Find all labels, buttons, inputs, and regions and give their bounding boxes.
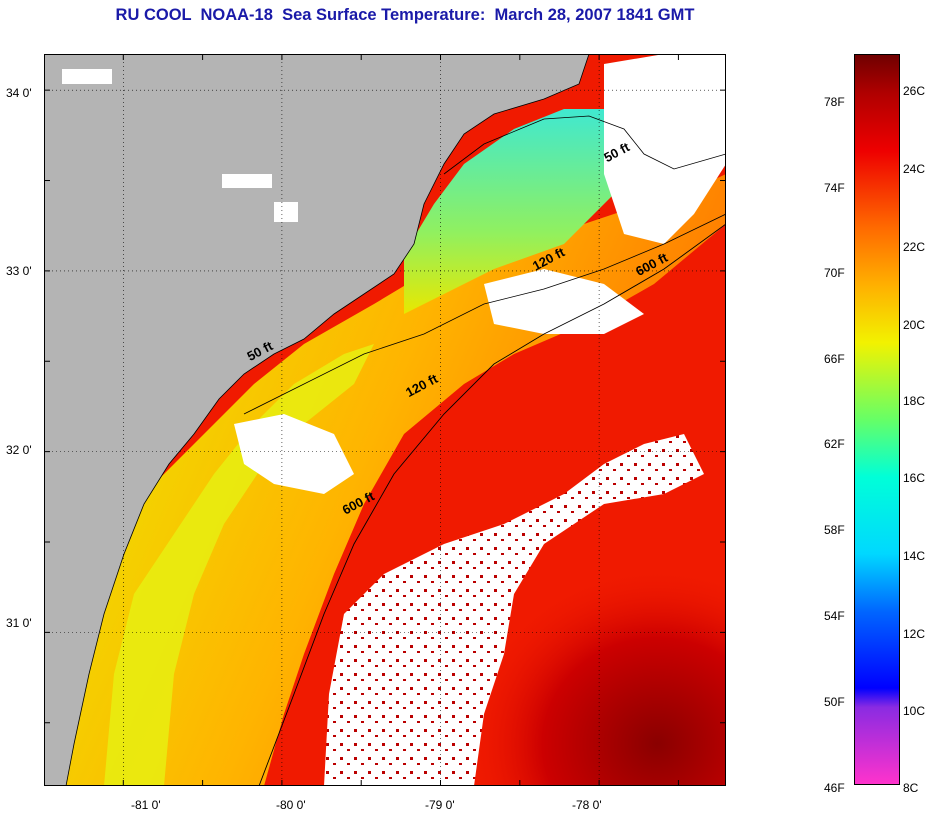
colorbar-c-label: 8C: [903, 781, 919, 795]
graticule: [44, 54, 726, 786]
cold-shelf-water: [404, 109, 619, 314]
colorbar-f-label: 78F: [824, 95, 845, 109]
colorbar-c-label: 12C: [903, 627, 926, 641]
colorbar-c-label: 10C: [903, 704, 926, 718]
cloud-mask-east: [604, 54, 726, 244]
cloud-patch-mid: [484, 269, 644, 334]
colorbar-f-label: 58F: [824, 523, 845, 537]
land-cloud-spot: [62, 69, 112, 84]
colorbar-c-label: 22C: [903, 240, 926, 254]
isobath-50ft: [443, 115, 726, 175]
colorbar-f-label: 70F: [824, 266, 845, 280]
lat-tick-label: 33 0': [6, 264, 32, 278]
nearshore-yellow: [104, 344, 374, 786]
lon-tick-label: -78 0': [572, 798, 602, 812]
colorbar-f-label: 62F: [824, 437, 845, 451]
lon-tick-label: -81 0': [131, 798, 161, 812]
colorbar-c-label: 18C: [903, 394, 926, 408]
coastline: [65, 54, 590, 786]
colorbar-f-label: 74F: [824, 181, 845, 195]
colorbar-c-label: 26C: [903, 84, 926, 98]
colorbar-c-label: 14C: [903, 549, 926, 563]
land: [44, 54, 589, 786]
colorbar-f-label: 66F: [824, 352, 845, 366]
colorbar-c-label: 24C: [903, 162, 926, 176]
isobath-600ft: [258, 223, 726, 786]
temperature-colorbar: [854, 54, 900, 785]
map-title: RU COOL NOAA-18 Sea Surface Temperature:…: [115, 6, 695, 24]
cloud-patch-west: [234, 414, 354, 494]
colorbar-f-label: 46F: [824, 781, 845, 795]
colorbar-c-label: 20C: [903, 318, 926, 332]
lon-tick-label: -80 0': [276, 798, 306, 812]
lat-tick-label: 31 0': [6, 616, 32, 630]
colorbar-f-label: 50F: [824, 695, 845, 709]
land-cloud-spot: [274, 202, 298, 222]
colorbar-f-label: 54F: [824, 609, 845, 623]
isobath-120ft: [243, 213, 726, 415]
lat-tick-label: 32 0': [6, 443, 32, 457]
land-cloud-spot: [222, 174, 272, 188]
lon-tick-label: -79 0': [425, 798, 455, 812]
lat-tick-label: 34 0': [6, 86, 32, 100]
colorbar-c-label: 16C: [903, 471, 926, 485]
sst-map: 50 ft 50 ft 120 ft 120 ft 600 ft 600 ft: [44, 54, 726, 786]
cloud-mask: [324, 434, 704, 786]
